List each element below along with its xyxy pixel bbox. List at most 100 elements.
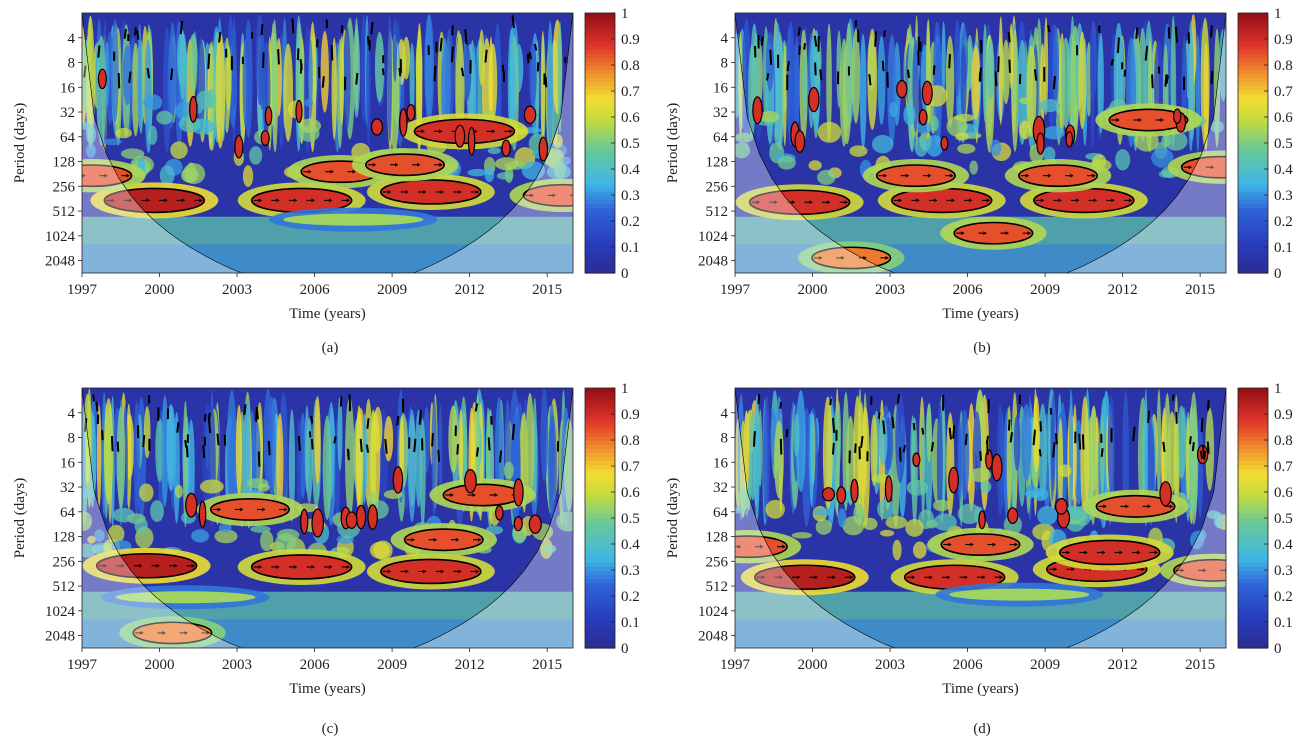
texture-blob [542,544,557,554]
top-noise-mark [487,437,491,451]
top-noise-mark [544,76,548,88]
texture-blob [1151,147,1174,168]
texture-blob [178,115,201,133]
texture-blob [1042,126,1065,140]
colorbar-segment [1238,33,1268,38]
colorbar-segment [585,29,615,34]
phase-arrow-head [103,563,107,568]
phase-arrow-head [791,200,795,205]
texture-streak [356,405,362,504]
top-noise-mark [930,441,935,452]
colorbar-segment [1238,228,1268,233]
y-tick-label: 4 [721,406,729,422]
phase-arrow-head [774,200,778,205]
colorbar-segment [585,45,615,51]
colorbar-segment [1238,546,1268,552]
colorbar-tick-label: 0.7 [621,459,640,475]
colorbar-segment [1238,497,1268,503]
significant-spot [260,129,270,146]
colorbar-segment [585,534,615,539]
phase-arrow-head [191,563,195,568]
significant-region [103,187,206,214]
texture-streak [282,395,288,501]
colorbar-tick-label: 0.1 [621,240,640,256]
colorbar-segment [585,195,615,201]
colorbar-segment [585,171,615,177]
colorbar-tick-label: 0.8 [621,58,640,74]
top-noise-mark [1147,410,1151,424]
colorbar-segment [585,473,615,478]
texture-streak [242,39,248,128]
colorbar-segment [585,538,615,543]
phase-arrow-head [82,173,86,178]
phase-arrow-head [417,162,421,167]
colorbar-segment [1238,505,1268,511]
y-tick-label: 32 [60,480,75,496]
significant-region [748,189,851,216]
top-noise-mark [813,35,818,47]
texture-streak [235,404,243,497]
colorbar-segment [585,591,615,596]
colorbar-tick-label: 0.4 [621,162,640,178]
texture-blob [86,143,96,159]
texture-streak [116,406,126,509]
texture-streak [1176,405,1187,479]
colorbar-segment [1238,65,1268,71]
colorbar-segment [585,461,615,466]
top-noise-mark [474,403,479,412]
panel-label: (c) [322,721,339,737]
texture-blob [1043,146,1056,163]
phase-arrow-head [164,198,168,203]
colorbar-segment [1238,412,1268,418]
plot-frame [81,387,574,649]
significant-spot [752,96,763,125]
colorbar-segment [1238,118,1268,124]
top-noise-mark [832,417,836,433]
phase-arrow-head [1014,542,1018,547]
plot-area [735,13,1226,273]
significant-region [1058,539,1161,566]
colorbar-tick-label: 1 [1274,6,1282,22]
colorbar-segment [1238,37,1268,43]
top-noise-mark [1171,394,1175,401]
texture-streak [926,403,932,463]
colorbar-segment [1238,619,1268,625]
top-noise-mark [321,76,325,88]
top-noise-mark [1165,75,1169,84]
top-noise-mark [1164,74,1168,87]
texture-streak [822,396,833,510]
texture-blob [142,94,163,111]
top-noise-mark [1206,441,1210,454]
phase-arrow-head [782,544,786,549]
texture-blob [1115,149,1131,171]
top-noise-mark [948,54,951,69]
coi-line [82,388,573,648]
colorbar-segment [1238,457,1268,462]
colorbar-segment [585,147,615,152]
colorbar-segment [1238,400,1268,405]
colorbar-segment [1238,566,1268,572]
significant-spot [794,130,806,153]
top-noise-mark [101,430,104,441]
y-tick-label: 256 [706,554,729,570]
top-noise-mark [216,433,220,446]
texture-streak [345,396,355,518]
significant-spot [454,124,466,148]
texture-blob [955,132,969,141]
top-noise-mark [398,67,402,77]
top-noise-mark [769,49,773,65]
top-noise-mark [786,60,791,72]
colorbar-segment [585,607,615,613]
texture-streak [133,400,140,516]
colorbar-segment [585,505,615,511]
colorbar-segment [585,138,615,144]
significant-spot [1159,481,1172,507]
colorbar-tick-label: 0.9 [1274,407,1293,423]
phase-arrow-head [239,507,243,512]
colorbar-segment [1238,599,1268,604]
colorbar-segment [1238,631,1268,637]
colorbar-segment [585,57,615,63]
texture-streak [387,15,392,142]
colorbar-tick-label: 0.1 [1274,240,1293,256]
texture-blob [553,160,566,179]
